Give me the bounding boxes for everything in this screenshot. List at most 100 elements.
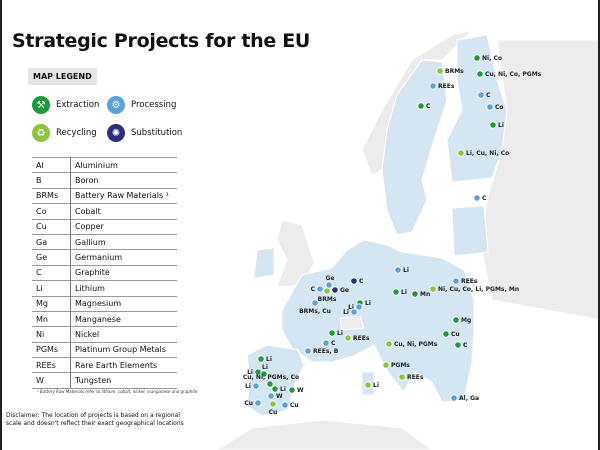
project-marker-processing[interactable]: REEs, B: [304, 347, 339, 355]
project-marker-processing[interactable]: Cu: [244, 399, 262, 407]
project-marker-extraction[interactable]: C: [417, 102, 431, 110]
abbreviation-meaning: Platinum Group Metals: [70, 341, 177, 358]
project-marker-processing[interactable]: C: [473, 194, 487, 202]
project-marker-processing[interactable]: C: [311, 285, 324, 293]
marker-dot[interactable]: [436, 67, 444, 75]
project-marker-extraction[interactable]: Cu, Ni, PGMs, Co: [243, 374, 299, 388]
project-marker-extraction[interactable]: C: [454, 341, 468, 349]
project-marker-processing[interactable]: Li: [394, 266, 409, 274]
marker-dot[interactable]: [454, 341, 462, 349]
marker-dot[interactable]: [325, 281, 333, 289]
marker-dot[interactable]: [452, 277, 460, 285]
project-marker-extraction[interactable]: Li: [392, 288, 407, 296]
marker-dot[interactable]: [429, 285, 437, 293]
project-marker-processing[interactable]: Li: [245, 382, 260, 390]
marker-label: Li: [247, 369, 253, 376]
marker-dot[interactable]: [385, 340, 393, 348]
marker-dot[interactable]: [316, 285, 324, 293]
project-marker-recycling[interactable]: PGMs: [382, 361, 410, 369]
project-marker-recycling[interactable]: Li, Cu, Ni, Co: [457, 149, 509, 157]
marker-dot[interactable]: [281, 401, 289, 409]
project-marker-recycling[interactable]: Ni, Cu, Co, Li, PGMs, Mn: [429, 285, 519, 293]
marker-dot[interactable]: [323, 287, 331, 295]
marker-dot[interactable]: [476, 70, 484, 78]
project-marker-extraction[interactable]: Li: [328, 329, 343, 337]
project-marker-recycling[interactable]: Cu, Ni, PGMs: [385, 340, 438, 348]
marker-dot[interactable]: [322, 339, 330, 347]
marker-dot[interactable]: [271, 385, 279, 393]
project-marker-recycling[interactable]: Li: [364, 381, 379, 389]
project-marker-processing[interactable]: C: [322, 339, 336, 347]
marker-dot[interactable]: [489, 121, 497, 129]
marker-dot[interactable]: [269, 400, 277, 408]
project-marker-processing[interactable]: C: [477, 91, 491, 99]
abbreviation-code: Co: [32, 203, 71, 220]
marker-dot[interactable]: [394, 266, 402, 274]
abbreviation-row: Li Lithium: [32, 280, 177, 297]
project-marker-processing[interactable]: BRMs, Cu: [299, 299, 331, 315]
project-marker-extraction[interactable]: Ni, Co: [473, 54, 502, 62]
marker-dot[interactable]: [392, 288, 400, 296]
abbreviation-code: Ga: [32, 233, 71, 250]
marker-dot[interactable]: [252, 382, 260, 390]
project-marker-processing[interactable]: Cu: [281, 401, 299, 409]
marker-dot[interactable]: [350, 277, 358, 285]
project-marker-recycling[interactable]: REEs: [344, 334, 370, 342]
marker-dot[interactable]: [328, 329, 336, 337]
marker-dot[interactable]: [267, 392, 275, 400]
project-marker-extraction[interactable]: Li: [271, 385, 286, 393]
project-marker-extraction[interactable]: Cu: [442, 330, 460, 338]
marker-dot[interactable]: [473, 54, 481, 62]
project-marker-processing[interactable]: W: [267, 392, 283, 400]
marker-dot[interactable]: [442, 330, 450, 338]
marker-dot[interactable]: [382, 361, 390, 369]
marker-label: C: [486, 92, 491, 99]
marker-dot[interactable]: [457, 149, 465, 157]
project-marker-recycling[interactable]: BRMs: [318, 287, 337, 303]
project-marker-recycling[interactable]: REEs: [398, 373, 424, 381]
project-marker-processing[interactable]: Al, Ga: [450, 394, 479, 402]
marker-dot[interactable]: [398, 373, 406, 381]
project-marker-processing[interactable]: REEs: [429, 82, 455, 90]
project-marker-extraction[interactable]: Li: [489, 121, 504, 129]
project-marker-extraction[interactable]: Mn: [411, 290, 430, 298]
marker-dot[interactable]: [344, 334, 352, 342]
project-marker-recycling[interactable]: Cu: [269, 400, 278, 416]
project-marker-extraction[interactable]: Mg: [452, 316, 471, 324]
marker-label: Cu: [269, 409, 278, 416]
marker-dot[interactable]: [257, 355, 265, 363]
abbreviation-row: Co Cobalt: [32, 203, 177, 220]
project-marker-processing[interactable]: Co: [486, 103, 504, 111]
marker-dot[interactable]: [311, 299, 319, 307]
marker-dot[interactable]: [350, 308, 358, 316]
project-marker-substitution[interactable]: Ge: [331, 286, 349, 294]
abbreviation-row: Al Aluminium: [32, 156, 177, 173]
marker-dot[interactable]: [288, 386, 296, 394]
marker-dot[interactable]: [411, 290, 419, 298]
marker-dot[interactable]: [266, 380, 274, 388]
marker-dot[interactable]: [450, 394, 458, 402]
project-marker-recycling[interactable]: BRMs: [436, 67, 464, 75]
marker-dot[interactable]: [486, 103, 494, 111]
marker-dot[interactable]: [331, 286, 339, 294]
project-marker-extraction[interactable]: Li: [260, 364, 268, 378]
marker-dot[interactable]: [355, 303, 363, 311]
project-marker-extraction[interactable]: Li: [257, 355, 272, 363]
project-marker-processing[interactable]: Li: [348, 303, 363, 311]
legend-label: Processing: [131, 100, 177, 110]
marker-dot[interactable]: [477, 91, 485, 99]
marker-dot[interactable]: [364, 381, 372, 389]
marker-dot[interactable]: [429, 82, 437, 90]
marker-dot[interactable]: [254, 399, 262, 407]
project-marker-extraction[interactable]: W: [288, 386, 304, 394]
marker-dot[interactable]: [452, 316, 460, 324]
marker-dot[interactable]: [417, 102, 425, 110]
project-marker-extraction[interactable]: Cu, Ni, Co, PGMs: [476, 70, 542, 78]
project-marker-substitution[interactable]: C: [350, 277, 364, 285]
marker-dot[interactable]: [304, 347, 312, 355]
abbreviation-meaning: Tungsten: [70, 372, 177, 389]
marker-dot[interactable]: [473, 194, 481, 202]
project-marker-processing[interactable]: Li: [343, 308, 358, 316]
marker-dot[interactable]: [260, 370, 268, 378]
project-marker-processing[interactable]: REEs: [452, 277, 478, 285]
